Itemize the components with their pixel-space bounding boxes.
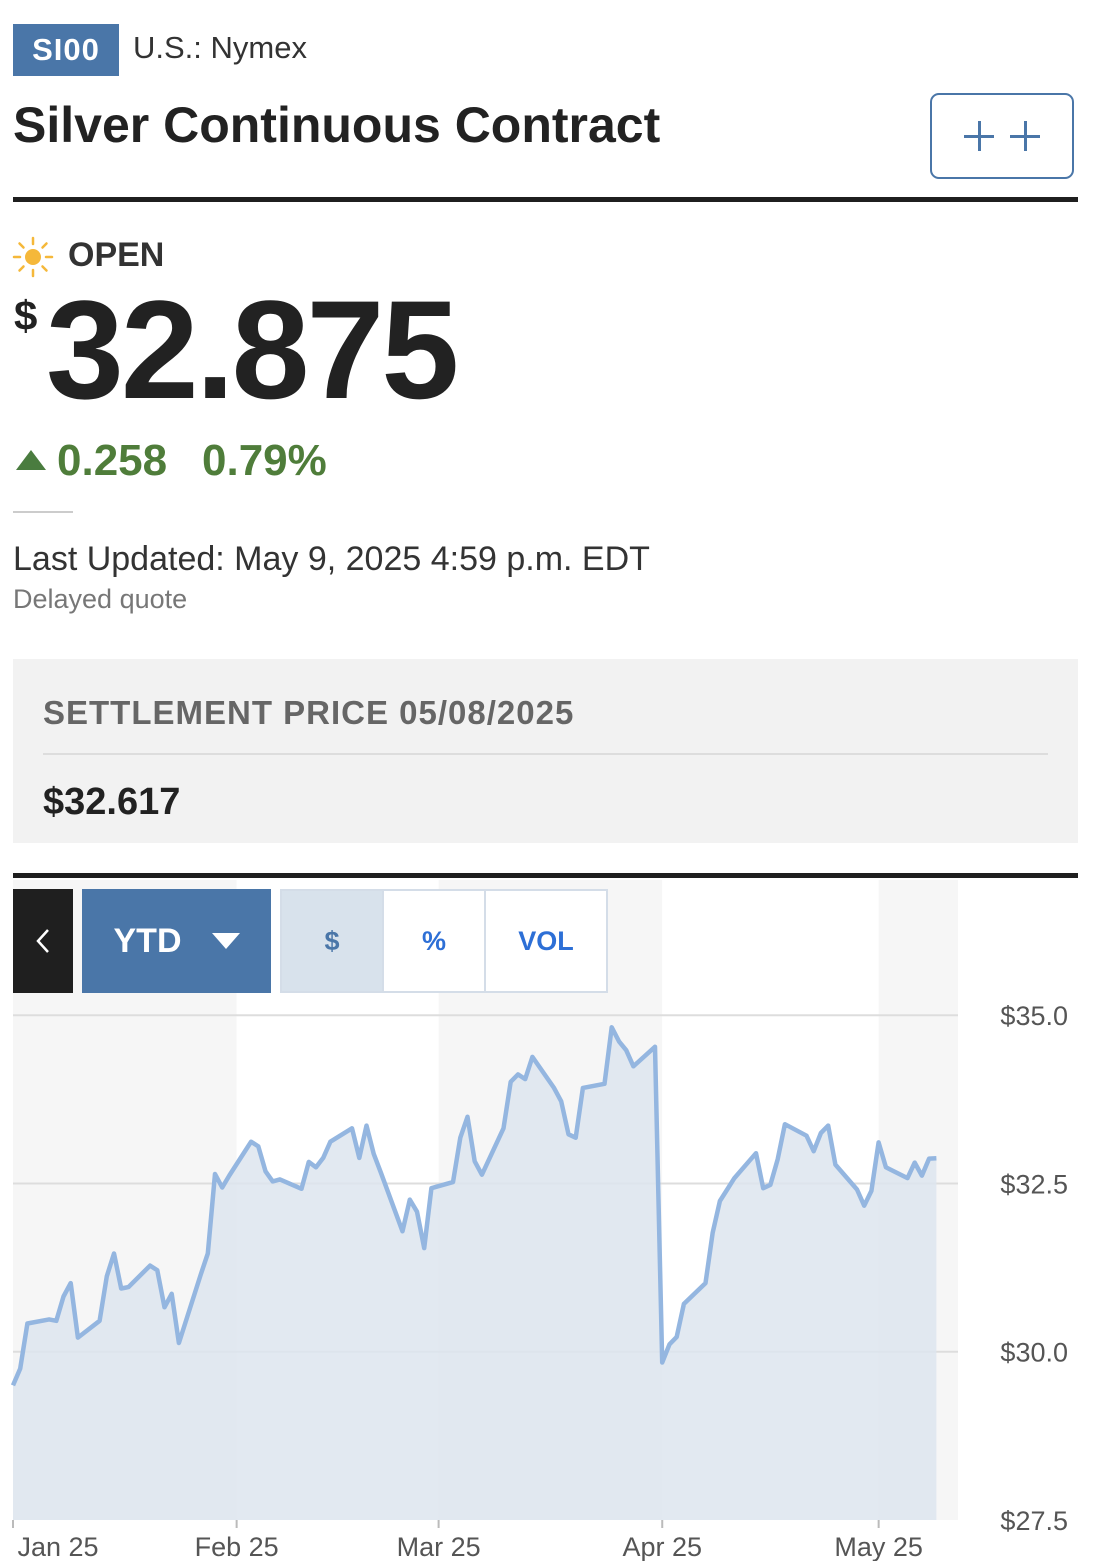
x-tick-label: Mar 25	[397, 1532, 481, 1561]
chart-mode-toggle: $ % VOL	[280, 889, 608, 993]
ticker-badge: SI00	[13, 24, 119, 76]
x-tick-label: May 25	[834, 1532, 923, 1561]
caret-down-icon	[211, 933, 240, 949]
page-title: Silver Continuous Contract	[13, 97, 661, 153]
price-change-percent: 0.79%	[202, 436, 327, 485]
y-tick-label: $32.5	[1000, 1169, 1068, 1199]
mode-percent-button[interactable]: %	[384, 891, 486, 991]
last-updated: Last Updated: May 9, 2025 4:59 p.m. EDT	[13, 540, 650, 578]
settlement-panel	[13, 659, 1078, 843]
range-label: YTD	[113, 921, 182, 960]
chart-divider	[13, 873, 1078, 878]
plus-icon	[1010, 121, 1040, 151]
plus-icon	[964, 121, 994, 151]
price-area-fill	[13, 1027, 937, 1520]
sun-icon	[12, 236, 54, 278]
y-tick-label: $30.0	[1000, 1338, 1068, 1368]
price-series-line	[10, 1025, 937, 1387]
settlement-label: SETTLEMENT PRICE 05/08/2025	[43, 694, 575, 731]
y-tick-label: $35.0	[1000, 1001, 1068, 1031]
settlement-divider	[43, 753, 1048, 755]
divider	[13, 511, 73, 513]
header-divider	[13, 197, 1078, 202]
delayed-quote-note: Delayed quote	[13, 584, 188, 614]
chart-back-button[interactable]	[13, 889, 73, 993]
mode-volume-button[interactable]: VOL	[518, 925, 574, 956]
exchange-label: U.S.: Nymex	[133, 30, 307, 65]
market-status: OPEN	[68, 236, 165, 274]
currency-symbol: $	[14, 292, 38, 339]
triangle-up-icon	[16, 450, 46, 470]
last-price: 32.875	[46, 271, 459, 428]
x-tick-label: Apr 25	[622, 1532, 702, 1561]
add-to-watchlist-button[interactable]	[930, 93, 1074, 179]
range-dropdown[interactable]: YTD	[82, 889, 271, 993]
x-tick-label: Jan 25	[17, 1532, 98, 1561]
x-tick-label: Feb 25	[195, 1532, 279, 1561]
mode-dollar-button[interactable]: $	[282, 891, 384, 991]
chevron-left-icon	[36, 929, 49, 953]
y-tick-label: $27.5	[1000, 1506, 1068, 1536]
price-change: 0.258	[57, 436, 168, 485]
settlement-value: $32.617	[43, 781, 181, 823]
